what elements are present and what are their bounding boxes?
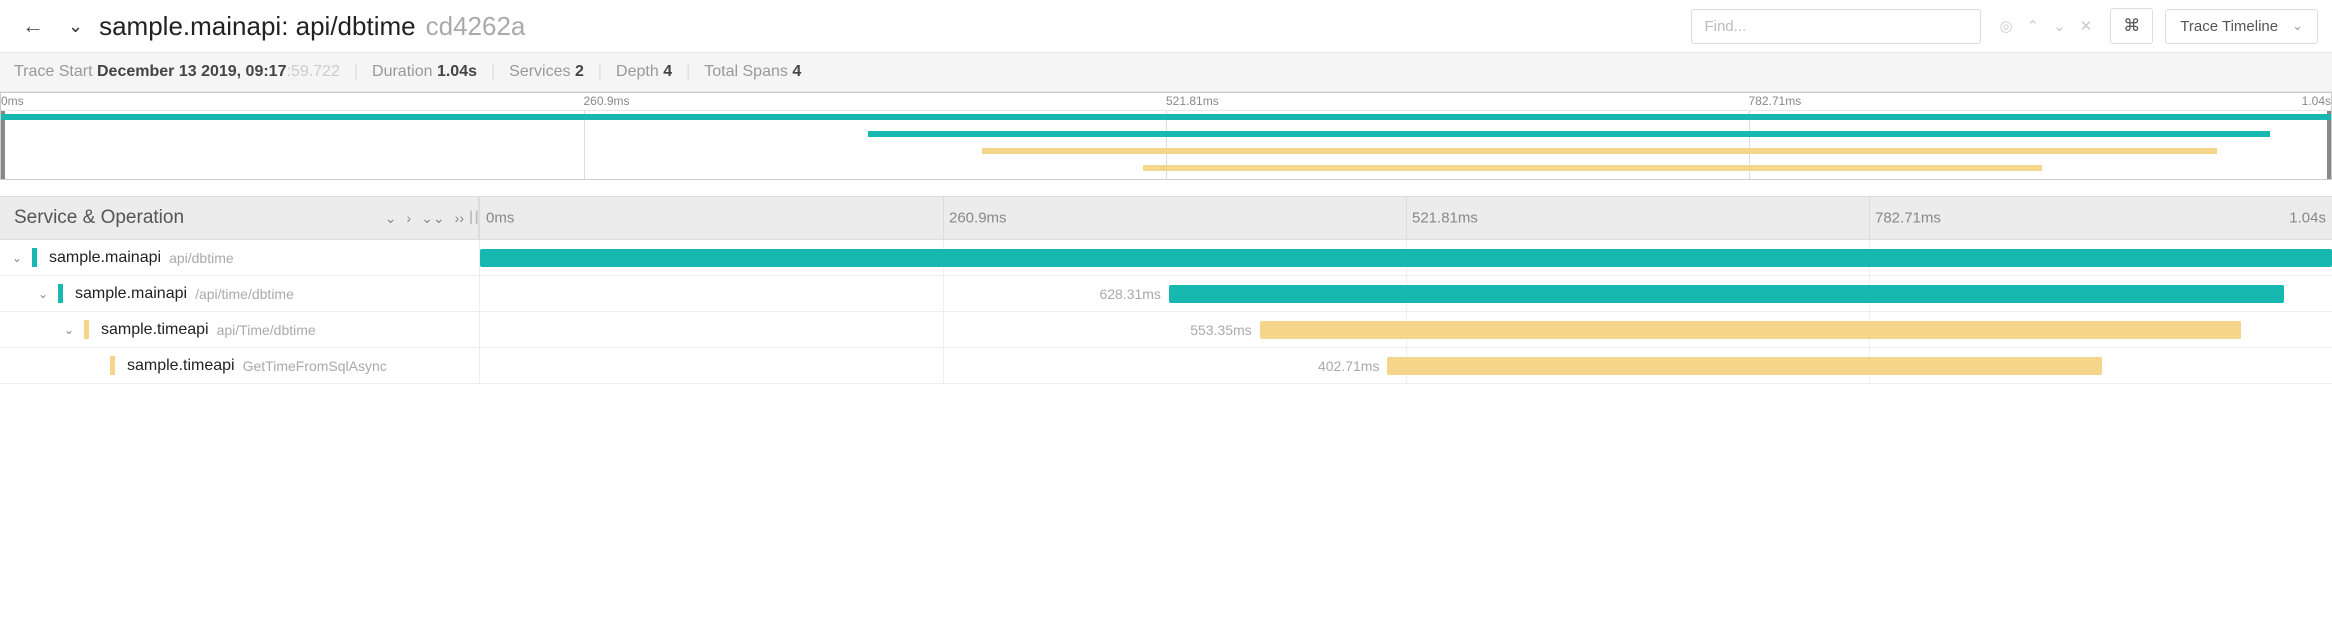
span-duration-label: 553.35ms	[1190, 322, 1259, 338]
span-service-name: sample.timeapi	[127, 357, 235, 375]
span-gridline	[943, 312, 944, 347]
span-row[interactable]: ⌄ sample.mainapi/api/time/dbtime 628.31ms	[0, 276, 2332, 312]
span-operation-name: api/dbtime	[169, 250, 234, 266]
minimap-tick: 0ms	[1, 94, 24, 108]
service-operation-header: Service & Operation ⌄ › ⌄⌄ ›› ┃┃	[0, 197, 480, 239]
trace-service-name: sample.mainapi: api/dbtime	[99, 11, 416, 42]
span-row[interactable]: ⌄ sample.timeapi api/Time/dbtime 553.35ms	[0, 312, 2332, 348]
span-chevron-icon[interactable]: ⌄	[10, 251, 24, 265]
span-operation-name: GetTimeFromSqlAsync	[243, 358, 387, 374]
keyboard-shortcuts-button[interactable]: ⌘	[2110, 8, 2153, 44]
minimap-span-bar	[868, 131, 2271, 137]
trace-total-spans: Total Spans 4	[704, 63, 801, 81]
span-service-name: sample.timeapi	[101, 321, 209, 339]
trace-id: cd4262a	[426, 11, 526, 42]
trace-duration: Duration 1.04s	[372, 63, 477, 81]
minimap-tick: 521.81ms	[1166, 94, 1219, 108]
span-timeline-cell[interactable]: 553.35ms	[480, 312, 2332, 347]
span-rows: ⌄ sample.mainapi api/dbtime ⌄ sample.mainapi…	[0, 240, 2332, 384]
minimap-span-bar	[982, 148, 2217, 154]
span-operation-name: api/Time/dbtime	[217, 322, 316, 338]
view-selector-label: Trace Timeline	[2180, 18, 2278, 35]
span-row[interactable]: sample.timeapi GetTimeFromSqlAsync 402.71m…	[0, 348, 2332, 384]
find-locate-icon[interactable]: ◎	[1993, 13, 2018, 39]
find-prev-icon[interactable]: ⌃	[2021, 13, 2046, 39]
span-duration-label: 402.71ms	[1318, 358, 1387, 374]
service-color-bar	[32, 248, 37, 267]
trace-title: sample.mainapi: api/dbtime cd4262a	[99, 11, 525, 42]
span-chevron-icon[interactable]: ⌄	[62, 323, 76, 337]
span-operation-name: /api/time/dbtime	[195, 286, 294, 302]
tree-controls: ⌄ › ⌄⌄ ››	[385, 210, 464, 227]
span-panel-header: Service & Operation ⌄ › ⌄⌄ ›› ┃┃ 0ms 260.…	[0, 196, 2332, 240]
find-input[interactable]	[1691, 9, 1981, 44]
minimap-body[interactable]	[1, 111, 2331, 179]
span-tree-cell[interactable]: ⌄ sample.timeapi api/Time/dbtime	[0, 312, 480, 347]
span-service-name: sample.mainapi	[75, 285, 187, 303]
span-duration-label: 628.31ms	[1099, 286, 1168, 302]
span-row[interactable]: ⌄ sample.mainapi api/dbtime	[0, 240, 2332, 276]
span-timeline-cell[interactable]	[480, 240, 2332, 275]
collapse-chevron-icon[interactable]: ⌄	[64, 16, 87, 37]
trace-meta-bar: Trace Start December 13 2019, 09:17:59.7…	[0, 53, 2332, 92]
trace-header: ← ⌄ sample.mainapi: api/dbtime cd4262a ◎…	[0, 0, 2332, 53]
span-bar[interactable]	[1260, 321, 2242, 339]
span-bar[interactable]	[1387, 357, 2102, 375]
minimap-handle-left[interactable]	[1, 111, 5, 179]
timeline-tick: 0ms	[480, 210, 514, 227]
span-bar[interactable]	[1169, 285, 2284, 303]
back-arrow-icon[interactable]: ←	[14, 9, 52, 43]
span-gridline	[943, 348, 944, 383]
minimap-handle-right[interactable]	[2327, 111, 2331, 179]
span-timeline-cell[interactable]: 402.71ms	[480, 348, 2332, 383]
span-chevron-icon[interactable]: ⌄	[36, 287, 50, 301]
timeline-tick: 260.9ms	[943, 210, 1007, 227]
view-selector[interactable]: Trace Timeline ⌄	[2165, 9, 2318, 44]
span-tree-cell[interactable]: ⌄ sample.mainapi api/dbtime	[0, 240, 480, 275]
tree-expand-one-icon[interactable]: ›	[407, 210, 412, 227]
service-color-bar	[110, 356, 115, 375]
service-color-bar	[58, 284, 63, 303]
minimap-gridline	[584, 111, 585, 179]
service-operation-label: Service & Operation	[14, 207, 184, 229]
find-next-icon[interactable]: ⌄	[2047, 13, 2072, 39]
find-controls: ◎ ⌃ ⌄ ✕	[1993, 13, 2098, 39]
minimap-span-bar	[1143, 165, 2042, 171]
tree-expand-all-icon[interactable]: ››	[455, 210, 464, 227]
span-tree-cell[interactable]: ⌄ sample.mainapi/api/time/dbtime	[0, 276, 480, 311]
timeline-tick: 782.71ms	[1869, 210, 1941, 227]
span-service-name: sample.mainapi	[49, 249, 161, 267]
tree-collapse-all-icon[interactable]: ⌄⌄	[421, 210, 444, 227]
span-gridline	[943, 276, 944, 311]
tree-collapse-one-icon[interactable]: ⌄	[385, 210, 397, 227]
timeline-header: 0ms 260.9ms 521.81ms 782.71ms 1.04s	[480, 197, 2332, 239]
span-timeline-cell[interactable]: 628.31ms	[480, 276, 2332, 311]
minimap-ticks: 0ms 260.9ms 521.81ms 782.71ms 1.04s	[1, 93, 2331, 111]
span-tree-cell[interactable]: sample.timeapi GetTimeFromSqlAsync	[0, 348, 480, 383]
trace-start: Trace Start December 13 2019, 09:17:59.7…	[14, 63, 340, 81]
trace-services: Services 2	[509, 63, 584, 81]
minimap-span-bar	[1, 114, 2331, 120]
minimap-tick: 260.9ms	[584, 94, 630, 108]
find-close-icon[interactable]: ✕	[2074, 13, 2099, 39]
trace-minimap[interactable]: 0ms 260.9ms 521.81ms 782.71ms 1.04s	[0, 92, 2332, 180]
span-bar[interactable]	[480, 249, 2332, 267]
minimap-tick: 782.71ms	[1749, 94, 1802, 108]
column-drag-handle-icon[interactable]: ┃┃	[468, 215, 479, 221]
timeline-tick: 521.81ms	[1406, 210, 1478, 227]
service-color-bar	[84, 320, 89, 339]
trace-depth: Depth 4	[616, 63, 672, 81]
minimap-tick: 1.04s	[2302, 94, 2331, 108]
timeline-tick: 1.04s	[2289, 210, 2332, 227]
chevron-down-icon: ⌄	[2292, 18, 2303, 34]
